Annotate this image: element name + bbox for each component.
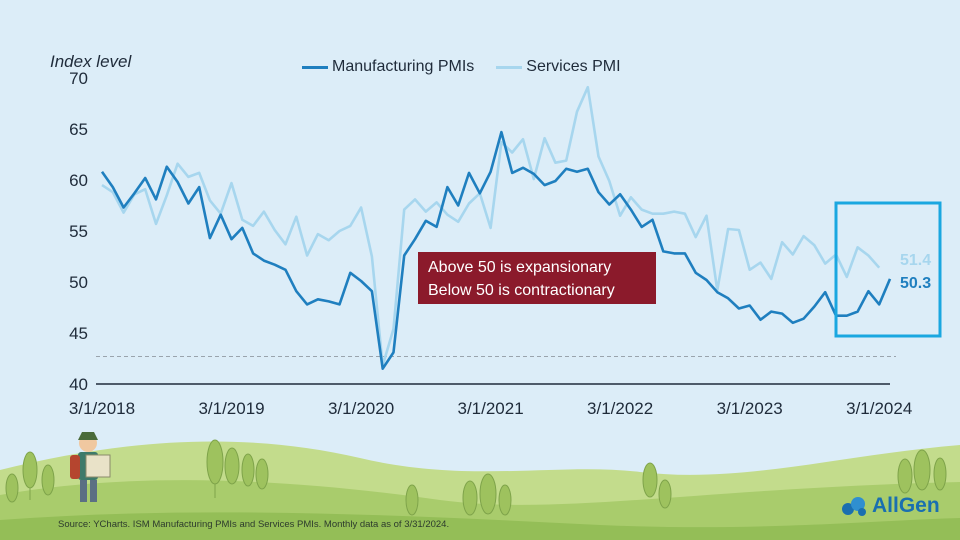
x-tick-label: 3/1/2018	[69, 399, 135, 418]
hiker-illustration	[70, 432, 111, 502]
end-label-services: 51.4	[900, 252, 932, 269]
annotation-line-contractionary: Below 50 is contractionary	[428, 282, 615, 299]
y-tick-label: 65	[69, 120, 88, 139]
legend: Manufacturing PMIs Services PMI	[302, 58, 643, 76]
x-tick-label: 3/1/2021	[458, 399, 524, 418]
logo-text: AllGen	[872, 494, 940, 517]
trees	[5, 439, 947, 516]
y-axis-title: Index level	[50, 52, 132, 71]
y-tick-label: 50	[69, 273, 88, 292]
x-tick-label: 3/1/2023	[717, 399, 783, 418]
legend-label-manufacturing: Manufacturing PMIs	[332, 58, 475, 75]
y-tick-label: 60	[69, 171, 88, 190]
x-tick-label: 3/1/2024	[846, 399, 912, 418]
series-line-manufacturing	[100, 130, 892, 371]
logo-icon	[842, 497, 866, 516]
y-tick-label: 55	[69, 222, 88, 241]
annotation-box: Above 50 is expansionary Below 50 is con…	[418, 252, 656, 304]
x-tick-label: 3/1/2019	[198, 399, 264, 418]
y-axis: 40 45 50 55 60 65 70	[69, 69, 88, 394]
annotation-line-expansionary: Above 50 is expansionary	[428, 259, 612, 276]
highlight-box	[834, 201, 942, 338]
source-note: Source: YCharts. ISM Manufacturing PMIs …	[58, 519, 450, 530]
end-label-manufacturing: 50.3	[900, 275, 932, 292]
x-tick-label: 3/1/2020	[328, 399, 394, 418]
logo: AllGen	[840, 494, 940, 518]
legend-swatch-manufacturing	[302, 65, 328, 69]
y-tick-label: 45	[69, 324, 88, 343]
legend-item-manufacturing: Manufacturing PMIs	[302, 58, 474, 76]
legend-item-services: Services PMI	[496, 58, 621, 76]
y-tick-label: 70	[69, 69, 88, 88]
series-line-services	[101, 85, 881, 367]
legend-label-services: Services PMI	[526, 58, 621, 75]
y-tick-label: 40	[69, 375, 88, 394]
x-tick-label: 3/1/2022	[587, 399, 653, 418]
legend-swatch-services	[496, 65, 523, 69]
series-layer	[100, 85, 892, 371]
x-axis: 3/1/2018 3/1/2019 3/1/2020 3/1/2021 3/1/2022…	[69, 399, 912, 418]
